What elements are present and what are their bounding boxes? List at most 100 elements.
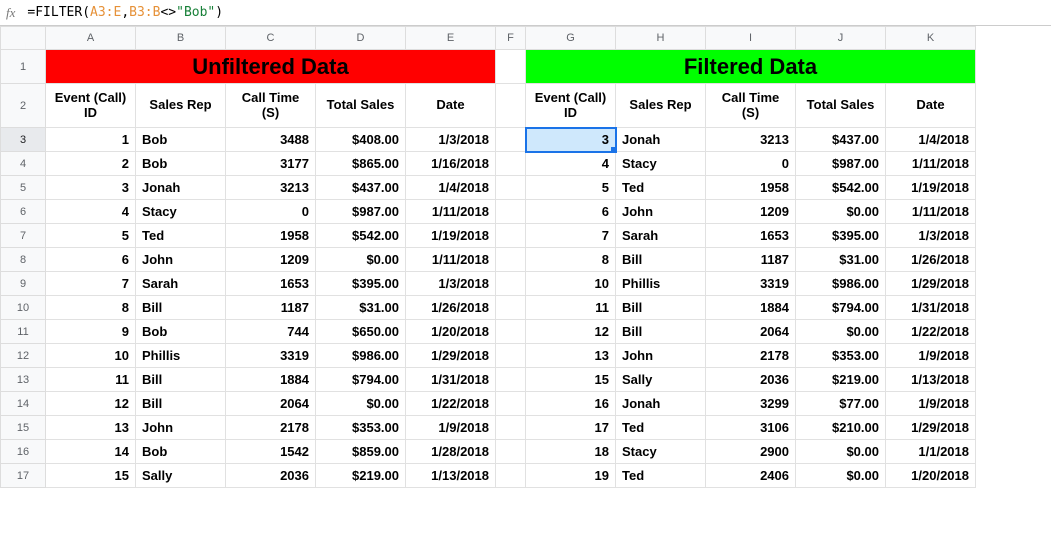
left-header-col[interactable]: Call Time (S) [226,84,316,128]
row-header[interactable]: 17 [0,464,46,488]
cell-H13[interactable]: Sally [616,368,706,392]
cell-I4[interactable]: 0 [706,152,796,176]
cell-G10[interactable]: 11 [526,296,616,320]
cell-D17[interactable]: $219.00 [316,464,406,488]
column-header-I[interactable]: I [706,26,796,50]
right-header-col[interactable]: Call Time (S) [706,84,796,128]
cell-E13[interactable]: 1/31/2018 [406,368,496,392]
cell-F2[interactable] [496,84,526,128]
cell-D11[interactable]: $650.00 [316,320,406,344]
cell-J13[interactable]: $219.00 [796,368,886,392]
cell-C7[interactable]: 1958 [226,224,316,248]
cell-G3[interactable]: 3 [526,128,616,152]
cell-D13[interactable]: $794.00 [316,368,406,392]
cell-K7[interactable]: 1/3/2018 [886,224,976,248]
cell-K12[interactable]: 1/9/2018 [886,344,976,368]
cell-A11[interactable]: 9 [46,320,136,344]
cell-H12[interactable]: John [616,344,706,368]
cell-J11[interactable]: $0.00 [796,320,886,344]
cell-I13[interactable]: 2036 [706,368,796,392]
cell-C11[interactable]: 744 [226,320,316,344]
cell-K3[interactable]: 1/4/2018 [886,128,976,152]
cell-I3[interactable]: 3213 [706,128,796,152]
cell-H17[interactable]: Ted [616,464,706,488]
cell-G13[interactable]: 15 [526,368,616,392]
cell-C8[interactable]: 1209 [226,248,316,272]
right-header-col[interactable]: Total Sales [796,84,886,128]
cell-K11[interactable]: 1/22/2018 [886,320,976,344]
cell-B9[interactable]: Sarah [136,272,226,296]
cell-C13[interactable]: 1884 [226,368,316,392]
cell-D3[interactable]: $408.00 [316,128,406,152]
cell-J9[interactable]: $986.00 [796,272,886,296]
cell-G12[interactable]: 13 [526,344,616,368]
cell-F11[interactable] [496,320,526,344]
cell-E5[interactable]: 1/4/2018 [406,176,496,200]
row-header[interactable]: 5 [0,176,46,200]
cell-I5[interactable]: 1958 [706,176,796,200]
cell-D7[interactable]: $542.00 [316,224,406,248]
cell-F15[interactable] [496,416,526,440]
cell-F6[interactable] [496,200,526,224]
cell-I14[interactable]: 3299 [706,392,796,416]
cell-G6[interactable]: 6 [526,200,616,224]
cell-J7[interactable]: $395.00 [796,224,886,248]
cell-C16[interactable]: 1542 [226,440,316,464]
cell-E9[interactable]: 1/3/2018 [406,272,496,296]
cell-B13[interactable]: Bill [136,368,226,392]
cell-J16[interactable]: $0.00 [796,440,886,464]
formula-bar[interactable]: fx =FILTER(A3:E,B3:B<>"Bob") [0,0,1051,26]
cell-H5[interactable]: Ted [616,176,706,200]
cell-K10[interactable]: 1/31/2018 [886,296,976,320]
cell-D9[interactable]: $395.00 [316,272,406,296]
cell-C14[interactable]: 2064 [226,392,316,416]
cell-E10[interactable]: 1/26/2018 [406,296,496,320]
cell-A12[interactable]: 10 [46,344,136,368]
cell-F14[interactable] [496,392,526,416]
cell-G9[interactable]: 10 [526,272,616,296]
cell-C5[interactable]: 3213 [226,176,316,200]
row-header[interactable]: 9 [0,272,46,296]
row-header[interactable]: 11 [0,320,46,344]
cell-H3[interactable]: Jonah [616,128,706,152]
column-header-F[interactable]: F [496,26,526,50]
cell-H16[interactable]: Stacy [616,440,706,464]
cell-A15[interactable]: 13 [46,416,136,440]
cell-B5[interactable]: Jonah [136,176,226,200]
cell-B16[interactable]: Bob [136,440,226,464]
left-header-col[interactable]: Sales Rep [136,84,226,128]
cell-H9[interactable]: Phillis [616,272,706,296]
cell-E11[interactable]: 1/20/2018 [406,320,496,344]
cell-E14[interactable]: 1/22/2018 [406,392,496,416]
cell-B14[interactable]: Bill [136,392,226,416]
cell-F1[interactable] [496,50,526,84]
cell-E17[interactable]: 1/13/2018 [406,464,496,488]
cell-H11[interactable]: Bill [616,320,706,344]
cell-C15[interactable]: 2178 [226,416,316,440]
cell-F16[interactable] [496,440,526,464]
row-header[interactable]: 10 [0,296,46,320]
cell-K17[interactable]: 1/20/2018 [886,464,976,488]
cell-K13[interactable]: 1/13/2018 [886,368,976,392]
select-all-corner[interactable] [0,26,46,50]
cell-I7[interactable]: 1653 [706,224,796,248]
row-header[interactable]: 3 [0,128,46,152]
cell-H7[interactable]: Sarah [616,224,706,248]
cell-I17[interactable]: 2406 [706,464,796,488]
cell-K4[interactable]: 1/11/2018 [886,152,976,176]
banner-unfiltered[interactable]: Unfiltered Data [46,50,496,84]
cell-A6[interactable]: 4 [46,200,136,224]
cell-K6[interactable]: 1/11/2018 [886,200,976,224]
cell-I6[interactable]: 1209 [706,200,796,224]
row-header[interactable]: 15 [0,416,46,440]
cell-J17[interactable]: $0.00 [796,464,886,488]
cell-I10[interactable]: 1884 [706,296,796,320]
column-header-A[interactable]: A [46,26,136,50]
cell-D4[interactable]: $865.00 [316,152,406,176]
cell-B4[interactable]: Bob [136,152,226,176]
cell-E8[interactable]: 1/11/2018 [406,248,496,272]
cell-B10[interactable]: Bill [136,296,226,320]
cell-A5[interactable]: 3 [46,176,136,200]
column-header-E[interactable]: E [406,26,496,50]
cell-D8[interactable]: $0.00 [316,248,406,272]
